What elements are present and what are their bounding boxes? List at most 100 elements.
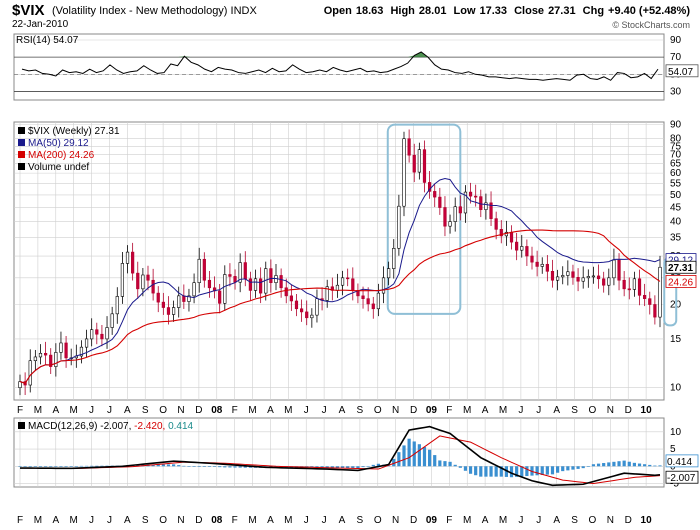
- macd-histogram-bar: [325, 466, 329, 468]
- price-candle: [269, 268, 273, 284]
- macd-histogram-bar: [463, 466, 468, 471]
- price-candle: [131, 251, 135, 274]
- macd-x-tick-label: S: [357, 515, 364, 526]
- macd-x-tick-label: D: [195, 515, 202, 526]
- rsi-last-value: 54.07: [668, 67, 693, 78]
- macd-x-tick-label: F: [232, 515, 238, 526]
- price-candle: [387, 268, 391, 279]
- price-candle: [427, 182, 432, 192]
- price-x-tick-label: J: [304, 405, 309, 416]
- macd-histogram-bar: [392, 458, 396, 467]
- macd-x-tick-label: D: [625, 515, 632, 526]
- price-y-tick-label: 80: [670, 134, 682, 145]
- macd-histogram-bar: [428, 449, 432, 467]
- macd-x-tick-label: M: [463, 515, 471, 526]
- price-x-tick-label: S: [142, 405, 149, 416]
- price-candle: [182, 295, 186, 302]
- macd-signal-line: [19, 435, 661, 485]
- price-candle: [489, 202, 493, 219]
- price-candle: [161, 301, 165, 308]
- ma200-last-value: 24.26: [668, 277, 693, 288]
- macd-last-value: -2.007: [667, 473, 696, 484]
- macd-histogram-bar: [361, 466, 365, 468]
- price-x-tick-label: 10: [641, 405, 653, 416]
- rsi-y-tick-label: 90: [670, 35, 682, 46]
- macd-histogram-bar: [248, 466, 252, 468]
- macd-histogram-bar: [535, 466, 539, 476]
- price-y-tick-label: 60: [670, 168, 682, 179]
- price-candle: [38, 352, 43, 358]
- price-candle: [248, 278, 253, 291]
- price-x-tick-label: M: [248, 405, 256, 416]
- macd-histogram-bar: [474, 466, 478, 476]
- macd-histogram-bar: [166, 464, 171, 467]
- price-x-tick-label: A: [267, 405, 274, 416]
- price-x-tick-label: A: [124, 405, 131, 416]
- price-candle: [658, 266, 662, 318]
- price-candle: [515, 241, 519, 251]
- macd-panel-frame: [13, 417, 665, 488]
- macd-histogram-bar: [453, 464, 457, 467]
- price-candle: [79, 346, 84, 357]
- open-value: 18.63: [355, 5, 384, 17]
- macd-histogram-bar: [648, 464, 652, 467]
- price-candle: [448, 221, 452, 227]
- price-y-tick-label: 45: [670, 203, 682, 214]
- price-candle: [238, 262, 242, 283]
- macd-histogram-bar: [387, 465, 391, 467]
- price-candle: [499, 229, 503, 237]
- price-candle: [494, 218, 498, 230]
- price-x-tick-label: 09: [426, 405, 438, 416]
- change-value: +9.40 (+52.48%): [608, 5, 690, 17]
- macd-x-tick-label: O: [589, 515, 597, 526]
- price-candle: [520, 246, 524, 251]
- price-x-tick-label: O: [589, 405, 597, 416]
- price-x-tick-label: M: [499, 405, 507, 416]
- macd-histogram-bar: [202, 466, 206, 467]
- rsi-y-tick-label: 70: [670, 52, 682, 63]
- macd-hist-last-value-box: [665, 454, 699, 468]
- macd-histogram-bar: [468, 466, 473, 474]
- price-candle: [253, 278, 258, 291]
- price-y-tick-label: 40: [670, 217, 682, 228]
- price-candle: [192, 282, 196, 297]
- price-x-tick-label: F: [17, 405, 23, 416]
- price-y-tick-label: 65: [670, 159, 682, 170]
- price-candle: [136, 272, 140, 290]
- macd-histogram-bar: [90, 465, 94, 467]
- macd-histogram-bar: [212, 466, 217, 467]
- macd-x-tick-label: A: [52, 515, 59, 526]
- price-candle: [115, 296, 119, 315]
- price-candle: [18, 381, 22, 388]
- macd-x-tick-label: O: [374, 515, 382, 526]
- price-y-tick-label: 90: [670, 120, 682, 131]
- macd-x-tick-label: N: [392, 515, 399, 526]
- price-candle: [100, 333, 104, 340]
- ma200-legend-label-swatch: [18, 151, 25, 158]
- price-candle: [617, 259, 621, 281]
- chart-header: $VIX (Volatility Index - New Methodology…: [0, 0, 700, 34]
- macd-histogram-bar: [422, 446, 427, 467]
- price-x-tick-label: D: [195, 405, 202, 416]
- symbol-title: $VIX: [12, 2, 45, 19]
- macd-histogram-bar: [637, 463, 642, 467]
- price-candle: [607, 277, 611, 286]
- macd-histogram-bar: [340, 466, 345, 468]
- price-candle: [335, 284, 340, 291]
- macd-x-tick-label: J: [304, 515, 309, 526]
- macd-histogram-bar: [499, 466, 503, 477]
- macd-histogram-bar: [617, 461, 621, 467]
- price-candle: [484, 202, 488, 210]
- macd-histogram-bar: [658, 465, 662, 467]
- price-x-tick-label: N: [392, 405, 399, 416]
- price-y-tick-label: 50: [670, 190, 682, 201]
- price-candle: [146, 274, 150, 281]
- price-x-tick-label: D: [410, 405, 417, 416]
- exchange-label: INDX: [230, 5, 257, 17]
- price-candle: [346, 277, 350, 280]
- price-x-tick-label: J: [536, 405, 541, 416]
- price-candle: [397, 205, 401, 249]
- index-name: (Volatility Index - New Methodology): [52, 5, 228, 17]
- rsi-title: RSI(14) 54.07: [16, 35, 79, 46]
- price-x-tick-label: O: [374, 405, 382, 416]
